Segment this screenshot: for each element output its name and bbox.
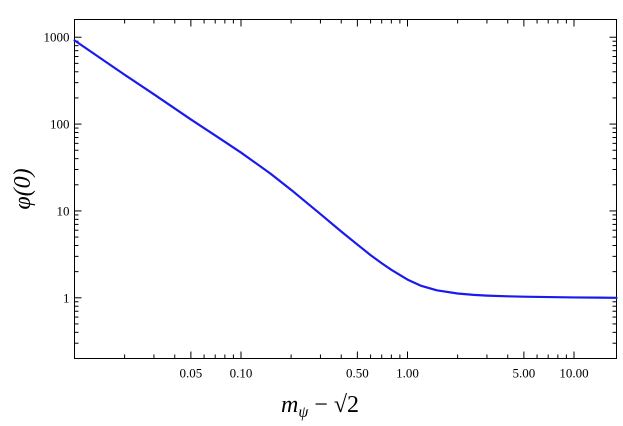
axis-tick-labels: 0.05 0.10 0.50 1.00 5.00 10.00 1 10 100 1000	[44, 30, 589, 381]
x-tick-label: 5.00	[513, 366, 536, 381]
x-tick-label: 0.10	[230, 366, 253, 381]
x-axis-title-rest: − √2	[308, 392, 359, 418]
x-tick-label: 0.50	[346, 366, 369, 381]
y-axis-title: φ(0)	[10, 168, 36, 209]
x-tick-label: 0.05	[180, 366, 203, 381]
y-tick-label: 100	[50, 117, 70, 132]
y-tick-label: 10	[57, 203, 70, 218]
y-tick-label: 1000	[44, 30, 70, 45]
plot-frame	[74, 19, 617, 359]
y-tick-label: 1	[63, 290, 70, 305]
x-tick-label: 10.00	[559, 366, 588, 381]
data-series-line	[73, 39, 618, 299]
x-axis-title: mψ − √2	[281, 392, 359, 421]
x-tick-label: 1.00	[396, 366, 419, 381]
x-axis-title-subscript: ψ	[298, 404, 309, 421]
axis-ticks	[74, 19, 617, 359]
x-axis-title-m: m	[281, 392, 298, 418]
